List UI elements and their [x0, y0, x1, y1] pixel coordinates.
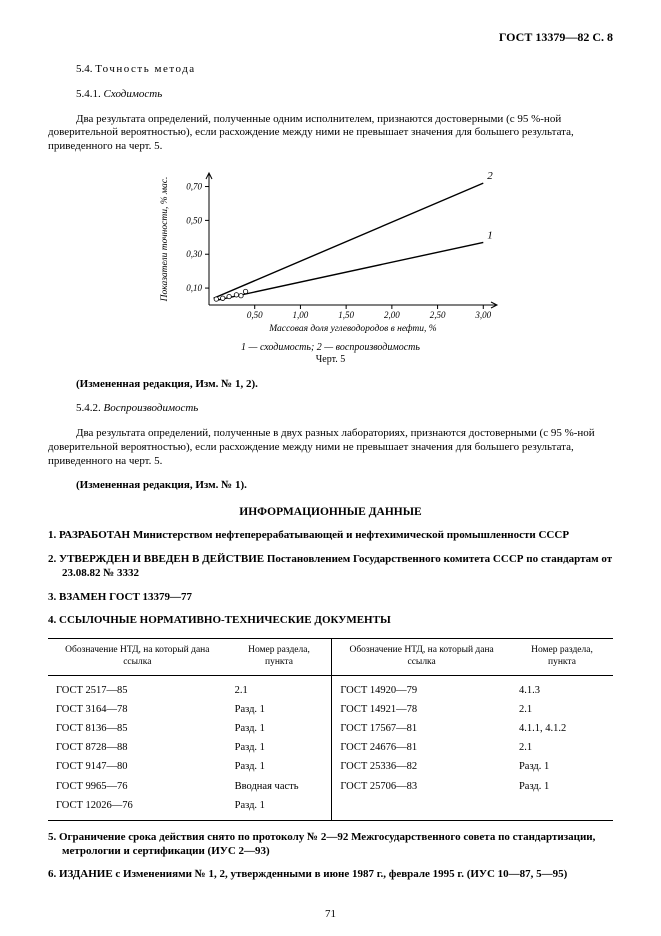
table-cell	[332, 796, 511, 821]
table-cell: Разд. 1	[227, 719, 332, 738]
table-cell: 4.1.3	[511, 675, 613, 700]
info-item: 6. ИЗДАНИЕ с Изменениями № 1, 2, утвержд…	[48, 868, 613, 882]
table-cell: ГОСТ 12026—76	[48, 796, 227, 821]
table-cell: ГОСТ 9147—80	[48, 757, 227, 776]
table-cell: ГОСТ 8136—85	[48, 719, 227, 738]
svg-text:0,50: 0,50	[186, 215, 202, 225]
svg-text:2,00: 2,00	[383, 310, 399, 320]
table-cell: ГОСТ 24676—81	[332, 738, 511, 757]
table-cell: Разд. 1	[227, 796, 332, 821]
p541-text: Два результата определений, полученные о…	[48, 113, 613, 154]
col-ntd-2: Обозначение НТД, на который дана ссылка	[332, 639, 511, 676]
doc-header: ГОСТ 13379—82 С. 8	[48, 30, 613, 45]
info-item: 4. ССЫЛОЧНЫЕ НОРМАТИВНО-ТЕХНИЧЕСКИЕ ДОКУ…	[48, 614, 613, 628]
table-cell: ГОСТ 3164—78	[48, 700, 227, 719]
svg-text:0,50: 0,50	[246, 310, 262, 320]
svg-text:0,10: 0,10	[186, 283, 202, 293]
page-number: 71	[0, 908, 661, 922]
table-cell: 4.1.1, 4.1.2	[511, 719, 613, 738]
table-cell: Разд. 1	[227, 700, 332, 719]
precision-chart: 0,50 1,00 1,50 2,00 2,50 3,00 0,10 0,30 0,50 0,70…	[48, 165, 613, 340]
p542-num: 5.4.2.	[76, 402, 101, 414]
table-cell: ГОСТ 14921—78	[332, 700, 511, 719]
svg-text:1,00: 1,00	[292, 310, 308, 320]
table-cell: Разд. 1	[511, 757, 613, 776]
svg-text:1: 1	[487, 229, 493, 241]
table-cell: 2.1	[511, 700, 613, 719]
svg-text:3,00: 3,00	[474, 310, 491, 320]
table-cell: Разд. 1	[227, 738, 332, 757]
p542-text: Два результата определений, полученные в…	[48, 427, 613, 468]
table-cell: ГОСТ 2517—85	[48, 675, 227, 700]
svg-text:1,50: 1,50	[338, 310, 354, 320]
p54-num: 5.4.	[76, 63, 93, 75]
table-cell: ГОСТ 25336—82	[332, 757, 511, 776]
chart-svg: 0,50 1,00 1,50 2,00 2,50 3,00 0,10 0,30 0,50 0,70…	[151, 165, 511, 335]
table-cell: ГОСТ 8728—88	[48, 738, 227, 757]
table-cell: 2.1	[227, 675, 332, 700]
p54-label: Точность метода	[95, 63, 195, 75]
info-list-head: 1. РАЗРАБОТАН Министерством нефтеперераб…	[48, 529, 613, 628]
table-cell: ГОСТ 17567—81	[332, 719, 511, 738]
ref-table: Обозначение НТД, на который дана ссылка …	[48, 638, 613, 821]
info-title: ИНФОРМАЦИОННЫЕ ДАННЫЕ	[48, 505, 613, 519]
table-cell: 2.1	[511, 738, 613, 757]
table-cell: Вводная часть	[227, 777, 332, 796]
table-cell: ГОСТ 25706—83	[332, 777, 511, 796]
table-cell: ГОСТ 14920—79	[332, 675, 511, 700]
col-sec-2: Номер раздела, пункта	[511, 639, 613, 676]
amend-12: (Измененная редакция, Изм. № 1, 2).	[48, 378, 613, 392]
svg-text:2: 2	[487, 170, 493, 182]
svg-text:Показатели точности, % мас.: Показатели точности, % мас.	[160, 176, 170, 302]
p541-num: 5.4.1.	[76, 88, 101, 100]
col-sec-1: Номер раздела, пункта	[227, 639, 332, 676]
svg-text:Массовая доля углеводородов в: Массовая доля углеводородов в нефти, %	[268, 323, 437, 334]
table-cell: ГОСТ 9965—76	[48, 777, 227, 796]
info-item: 3. ВЗАМЕН ГОСТ 13379—77	[48, 591, 613, 605]
table-cell: Разд. 1	[227, 757, 332, 776]
info-item: 5. Ограничение срока действия снято по п…	[48, 831, 613, 859]
col-ntd-1: Обозначение НТД, на который дана ссылка	[48, 639, 227, 676]
svg-text:0,30: 0,30	[186, 249, 202, 259]
p541-label: Сходимость	[104, 88, 163, 100]
info-item: 1. РАЗРАБОТАН Министерством нефтеперераб…	[48, 529, 613, 543]
info-item: 2. УТВЕРЖДЕН И ВВЕДЕН В ДЕЙСТВИЕ Постано…	[48, 553, 613, 581]
p542: 5.4.2. Воспроизводимость	[48, 402, 613, 416]
table-cell: Разд. 1	[511, 777, 613, 796]
p541: 5.4.1. Сходимость	[48, 88, 613, 102]
amend-1: (Измененная редакция, Изм. № 1).	[48, 479, 613, 493]
chart-legend: 1 — сходимость; 2 — воспроизводимость	[48, 342, 613, 355]
chart-caption: Черт. 5	[48, 354, 613, 367]
svg-text:2,50: 2,50	[429, 310, 445, 320]
p54: 5.4. Точность метода	[48, 63, 613, 77]
table-cell	[511, 796, 613, 821]
svg-text:0,70: 0,70	[186, 181, 202, 191]
info-list-tail: 5. Ограничение срока действия снято по п…	[48, 831, 613, 882]
p542-label: Воспроизводимость	[104, 402, 199, 414]
